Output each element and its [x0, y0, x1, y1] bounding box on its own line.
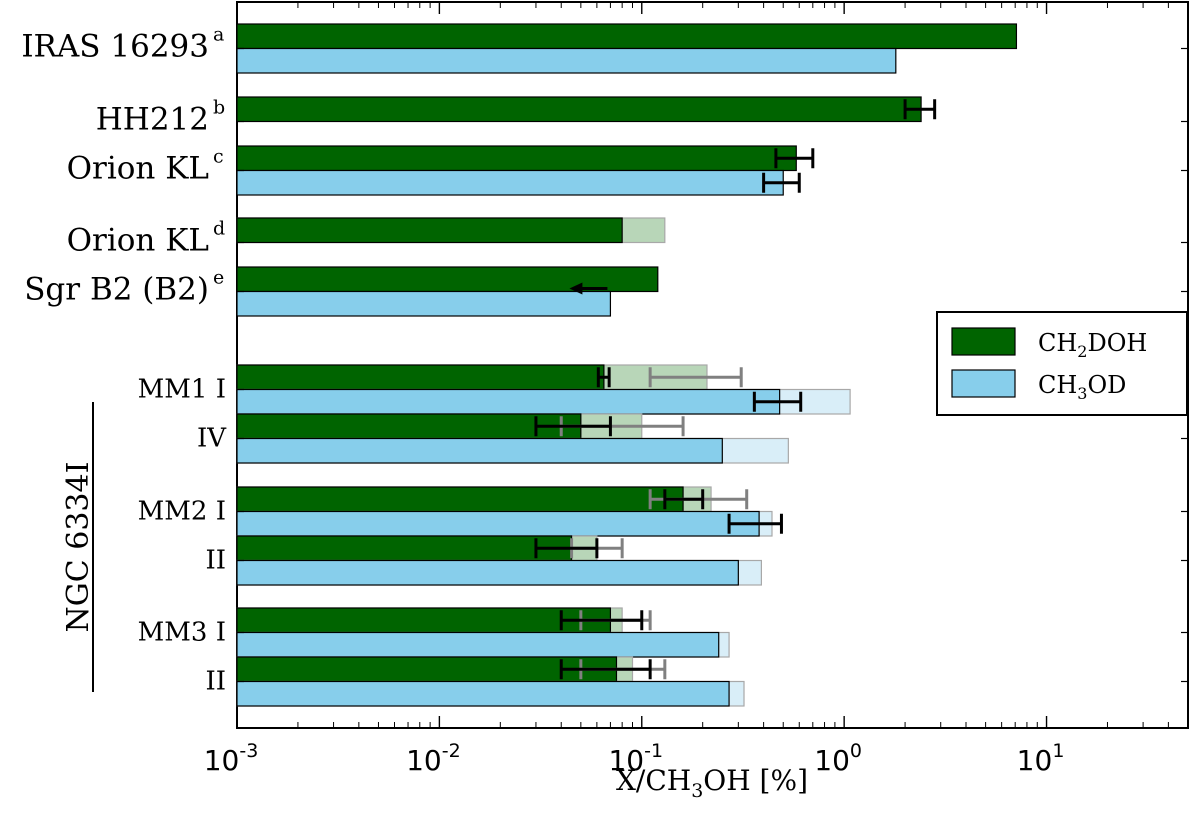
row-7-ch3od-bar [236, 437, 723, 464]
errorbar-layer [534, 99, 937, 680]
row-6-ch2doh-bar [236, 364, 605, 391]
row-5-ch3od-bar [236, 290, 612, 317]
xtick-label-3: 10-1 [608, 740, 663, 777]
bar-layer [236, 23, 1018, 707]
row-8-label: MM2 I [138, 497, 226, 527]
row-2-label-sup: b [213, 97, 225, 119]
row-1-ch3od-bar [236, 47, 897, 74]
row-10-ch2doh-bar [236, 607, 612, 634]
row-6-label: MM1 I [138, 375, 226, 405]
row-11-ch3od-bar [236, 680, 730, 707]
row-4-ch2doh-bar [236, 217, 623, 244]
xtick-label-2: 10-2 [406, 740, 461, 777]
row-11-ch2doh-bar [236, 656, 618, 683]
xtick-label-4: 100 [814, 740, 862, 777]
row-7-ch2doh-bar [236, 413, 582, 440]
row-2-ch2doh-bar [236, 96, 922, 123]
legend-label-ch3od: CH3OD [1038, 371, 1126, 403]
row-3-ch3od-bar [236, 169, 784, 196]
legend: CH2DOH CH3OD [936, 311, 1188, 416]
legend-label-ch2doh: CH2DOH [1038, 329, 1147, 361]
row-4-label-sup: d [213, 218, 225, 240]
row-7-label: IV [197, 424, 227, 454]
row-5-upper-limit-arrow-head [569, 282, 583, 295]
row-5-label: Sgr B2 (B2) [24, 272, 209, 308]
tick-layer: 10-3 10-2 10-1 100 101 [204, 2, 1189, 777]
row-10-label: MM3 I [138, 618, 226, 648]
row-10-ch3od-bar [236, 631, 720, 658]
group-label: NGC 6334I [61, 462, 96, 633]
row-9-ch3od-bar [236, 559, 739, 586]
row-2-label: HH212 [96, 102, 209, 138]
row-3-label: Orion KL [67, 151, 209, 187]
row-6-ch3od-bar [236, 388, 781, 415]
xtick-label-5: 101 [1017, 740, 1065, 777]
xtick-label-1: 10-3 [204, 740, 259, 777]
row-8-ch2doh-bar [236, 486, 684, 513]
row-4-label: Orion KL [67, 223, 209, 259]
row-1-label: IRAS 16293 [21, 29, 209, 65]
legend-swatch-ch3od [951, 369, 1016, 398]
row-1-label-sup: a [213, 24, 224, 46]
row-8-ch3od-bar [236, 510, 760, 537]
row-11-label: II [205, 667, 226, 697]
row-9-label: II [205, 546, 226, 576]
row-5-label-sup: e [213, 267, 224, 289]
row-1-ch2doh-bar [236, 23, 1018, 50]
row-3-ch2doh-bar [236, 145, 797, 172]
row-9-ch2doh-bar [236, 535, 573, 562]
row-3-label-sup: c [213, 146, 224, 168]
x-axis-label: X/CH3OH [%] [616, 764, 808, 802]
legend-swatch-ch2doh [951, 327, 1016, 356]
